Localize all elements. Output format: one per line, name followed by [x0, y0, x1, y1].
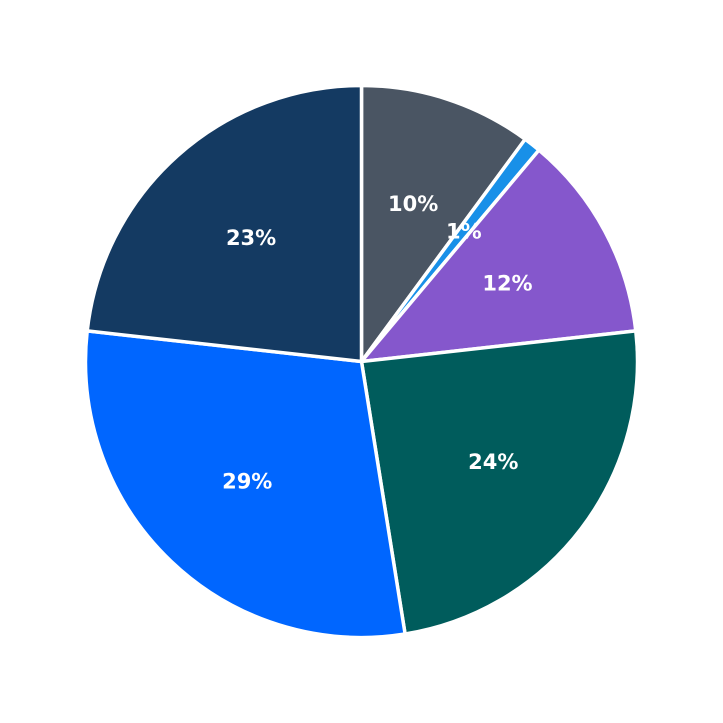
- labels-layer: 10% 1% 12% 24% 29% 23%: [222, 192, 533, 493]
- pie-slice-label-4: 29%: [222, 469, 272, 493]
- pie-slice-3: [359, 329, 640, 636]
- pie-slice-2: [359, 148, 638, 364]
- pie-slice-label-2: 12%: [482, 271, 532, 295]
- pie-slice-4: [83, 329, 407, 640]
- pie-slice-label-5: 23%: [226, 226, 276, 250]
- pie-slice-label-1: 1%: [446, 219, 482, 243]
- pie-slice-5: [85, 83, 364, 364]
- pie-slice-label-0: 10%: [388, 192, 438, 216]
- slices-layer: [83, 83, 640, 640]
- pie-slice-label-3: 24%: [468, 450, 518, 474]
- pie-slice-0: [359, 83, 527, 364]
